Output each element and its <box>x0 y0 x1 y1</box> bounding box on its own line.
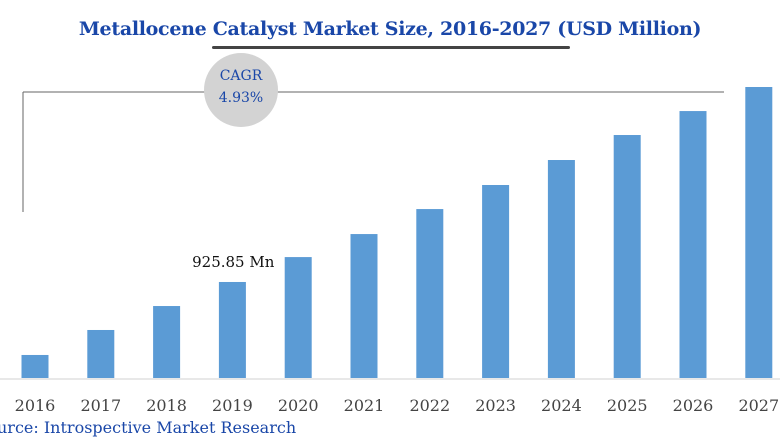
x-tick-label: 2018 <box>146 396 187 415</box>
x-tick-label: 2019 <box>212 396 253 415</box>
bar-2024 <box>547 160 575 378</box>
bar-2017 <box>87 329 115 378</box>
bar-2020 <box>284 257 312 378</box>
bar-2019 <box>218 281 246 378</box>
x-tick-label: 2020 <box>278 396 319 415</box>
bar-2016 <box>21 354 49 378</box>
x-tick-label: 2025 <box>607 396 648 415</box>
x-tick-label: 2021 <box>344 396 385 415</box>
bar-2026 <box>679 111 707 378</box>
x-tick-label: 2026 <box>673 396 714 415</box>
bar-2023 <box>482 185 510 378</box>
bar-2021 <box>350 234 378 378</box>
data-label: 925.85 Mn <box>192 253 275 271</box>
title-underline <box>212 46 570 49</box>
chart-title: Metallocene Catalyst Market Size, 2016-2… <box>78 18 702 40</box>
x-tick-label: 2027 <box>738 396 779 415</box>
bar-2025 <box>613 135 641 378</box>
x-tick-label: 2024 <box>541 396 582 415</box>
bar-2027 <box>745 87 773 378</box>
cagr-value: 4.93% <box>218 90 264 106</box>
x-tick-label: 2023 <box>475 396 516 415</box>
bar-2018 <box>153 306 181 378</box>
cagr-label: CAGR <box>219 68 263 84</box>
x-tick-label: 2017 <box>80 396 121 415</box>
cagr-badge: CAGR 4.93% <box>204 53 278 127</box>
x-tick-label: 2022 <box>409 396 450 415</box>
bar-2022 <box>416 209 444 378</box>
x-tick-label: 2016 <box>15 396 56 415</box>
source-text: urce: Introspective Market Research <box>0 418 297 437</box>
